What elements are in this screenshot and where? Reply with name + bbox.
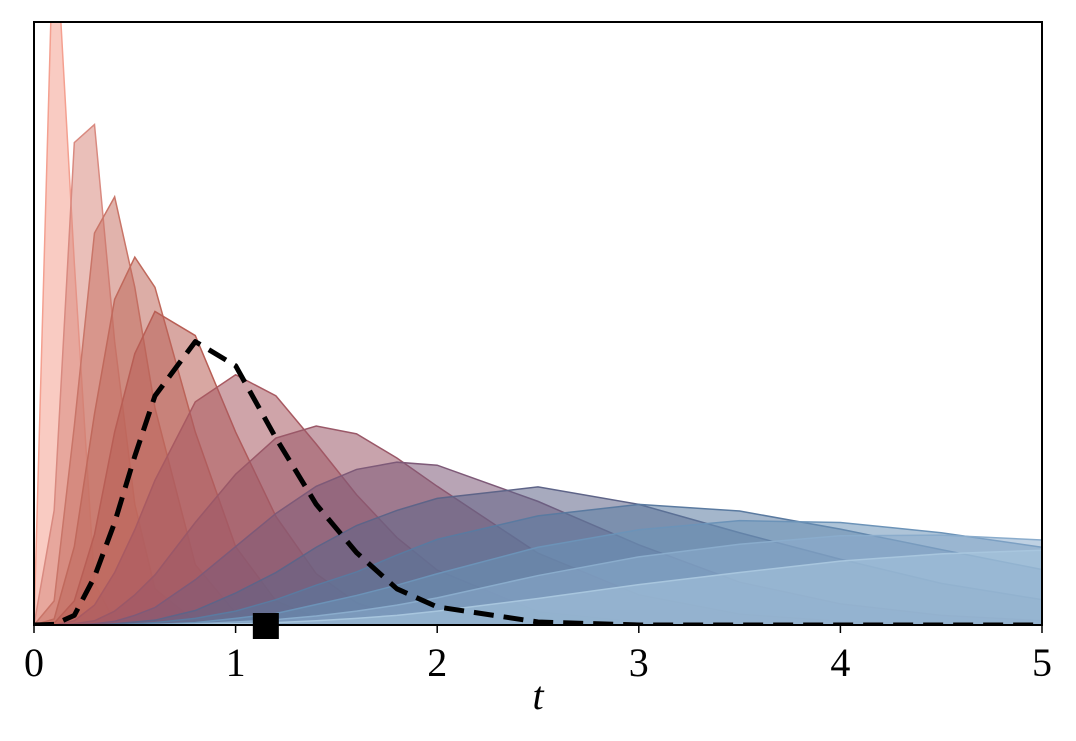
x-tick-label: 3 xyxy=(629,640,649,685)
x-tick-label: 0 xyxy=(24,640,44,685)
x-axis-label: t xyxy=(532,673,544,718)
plot-area xyxy=(34,22,1042,625)
highlight-curve xyxy=(34,339,1042,625)
plot-frame xyxy=(33,21,1043,626)
density-area xyxy=(34,549,1042,625)
marker xyxy=(252,613,279,639)
x-tick-label: 1 xyxy=(226,640,246,685)
x-tick-label: 5 xyxy=(1032,640,1052,685)
x-tick-label: 2 xyxy=(427,640,447,685)
x-tick-label: 4 xyxy=(830,640,850,685)
